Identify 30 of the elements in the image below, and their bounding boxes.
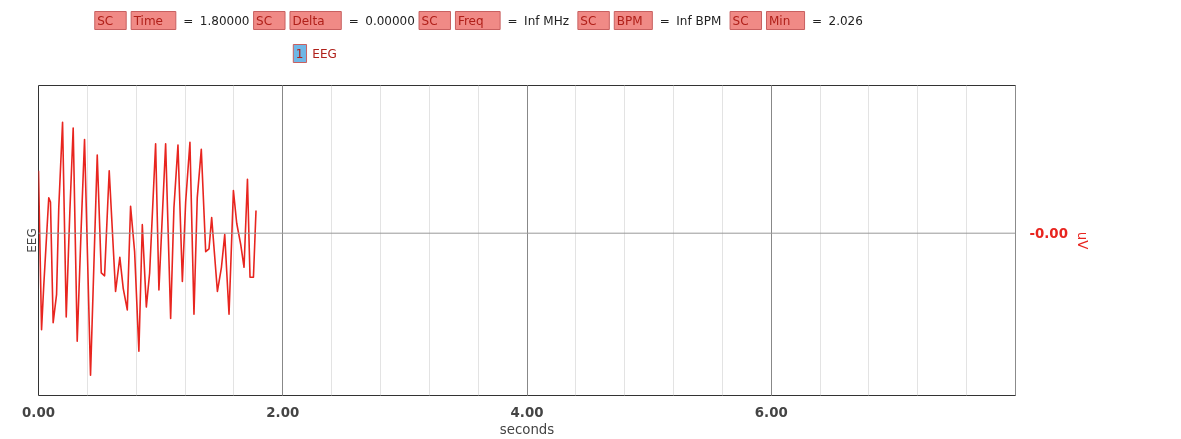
text: SC: [97, 13, 114, 28]
ref-line-label: -0.00: [1029, 226, 1068, 242]
x-axis-title: seconds: [499, 421, 555, 437]
text: Inf MHz: [524, 13, 569, 28]
text: 0.00000: [365, 14, 415, 28]
text: Freq: [457, 13, 484, 28]
x-tick-label: 2.00: [266, 404, 300, 420]
text: SC: [580, 13, 597, 28]
text: 1: [295, 47, 304, 61]
x-tick-label: 6.00: [754, 404, 788, 420]
text: SC: [256, 13, 273, 28]
text: 1.80000: [199, 14, 250, 28]
text: EEG: [312, 46, 337, 61]
text: Delta: [292, 13, 325, 28]
x-tick-label: 4.00: [510, 404, 544, 420]
y-axis-title: EEG: [24, 228, 39, 253]
text: =: [348, 13, 359, 28]
y2-axis-title: uV: [1074, 231, 1090, 250]
text: =: [659, 13, 670, 28]
text: 2.026: [828, 14, 863, 28]
text: SC: [421, 13, 438, 28]
x-tick-label: 0.00: [22, 404, 55, 420]
text: Inf BPM: [676, 13, 722, 28]
text: =: [811, 13, 823, 28]
text: =: [183, 13, 194, 28]
text: Time: [132, 13, 164, 28]
text: =: [507, 13, 518, 28]
text: Min: [768, 13, 791, 28]
text: BPM: [616, 13, 643, 28]
text: SC: [732, 13, 749, 28]
